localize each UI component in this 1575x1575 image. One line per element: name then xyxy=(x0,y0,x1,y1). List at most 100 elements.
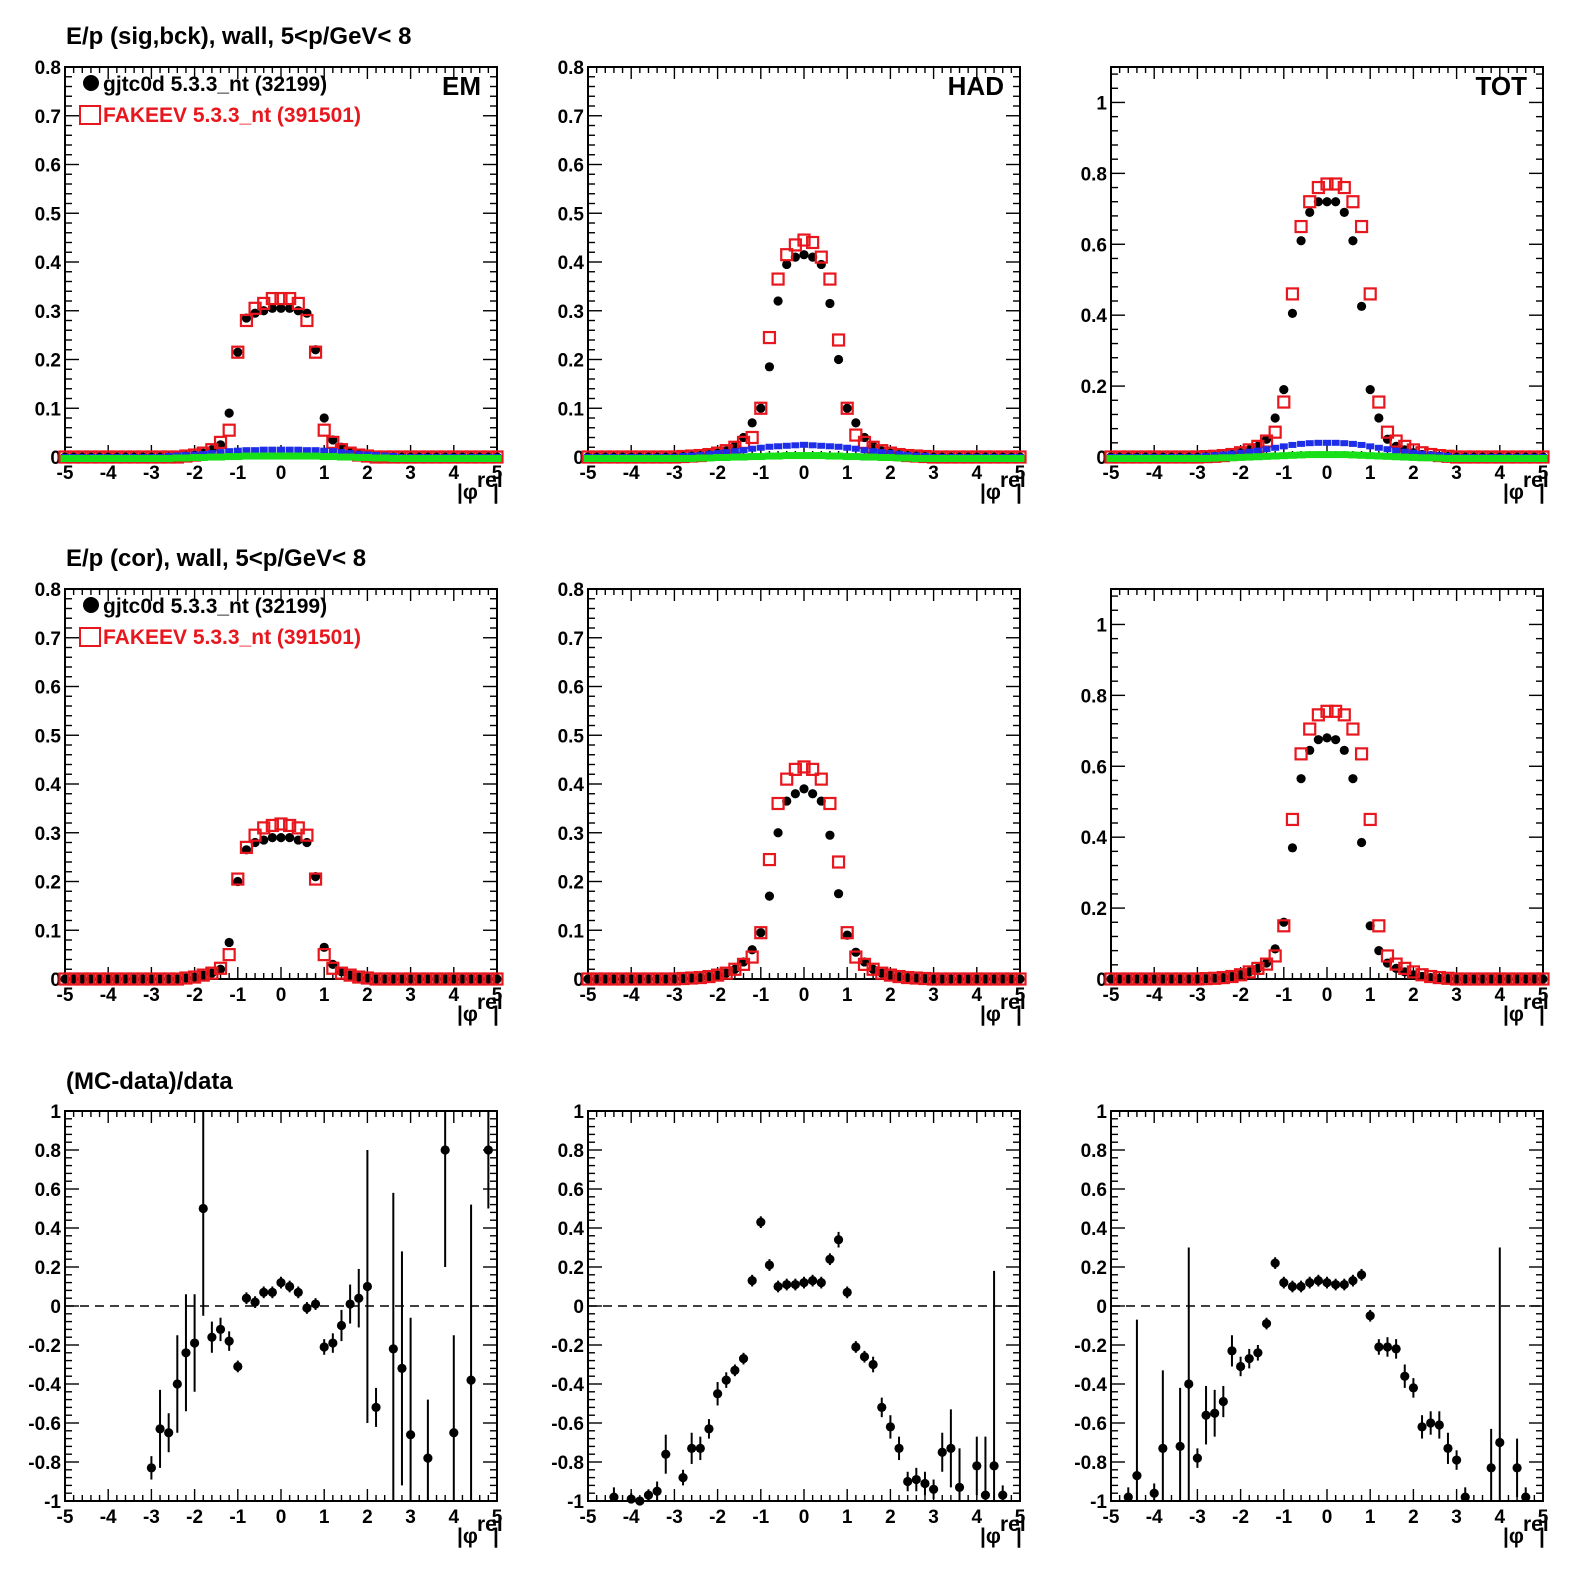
x-tick-label: 4 xyxy=(449,463,460,484)
data-point xyxy=(224,937,234,948)
mc-point xyxy=(429,972,444,986)
x-tick-label: 3 xyxy=(405,1507,416,1528)
background-point xyxy=(328,453,338,461)
panels-group: -5 -4 -3 -2 -1 0 1 2 3 4 5 0 0.1 0.2 0.3 0.4 0.5 0.6 0.7 0.… xyxy=(28,58,1550,1548)
mc-point xyxy=(1311,180,1325,195)
x-axis-label-superscript: rel xyxy=(1523,991,1549,1014)
data-point xyxy=(1434,1420,1444,1430)
background-point xyxy=(259,452,269,460)
y-tick-label: 0.1 xyxy=(558,921,585,942)
background-point xyxy=(678,455,688,462)
y-tick-label: 0.6 xyxy=(35,156,61,177)
data-point xyxy=(207,1332,217,1342)
mc-point xyxy=(823,796,837,811)
background-point xyxy=(730,448,739,455)
panel-cor-HAD: -5 -4 -3 -2 -1 0 1 2 3 4 5 0 0.1 0.2 0.3 0.4 0.5 0.6 0.7 0.… xyxy=(558,580,1027,1026)
data-point xyxy=(1348,1276,1358,1286)
background-point xyxy=(112,455,122,462)
y-tick-label: 0.5 xyxy=(558,204,585,225)
background-point xyxy=(790,452,800,460)
series-mc xyxy=(1104,704,1550,986)
mc-point xyxy=(745,430,759,445)
series-data xyxy=(609,1216,1008,1506)
mc-point xyxy=(814,250,828,264)
x-tick-label: 5 xyxy=(1538,985,1549,1006)
background-point xyxy=(319,453,329,461)
data-point xyxy=(842,1287,852,1297)
background-point xyxy=(1227,450,1236,457)
background-point xyxy=(816,452,826,460)
y-tick-label: 0.6 xyxy=(1081,1180,1107,1201)
background-point xyxy=(285,452,295,460)
data-point xyxy=(626,1494,636,1504)
background-point xyxy=(1495,455,1505,462)
y-tick-label: 0.2 xyxy=(558,873,584,894)
mc-point xyxy=(1130,972,1144,986)
x-tick-label: 2 xyxy=(885,463,896,484)
data-point xyxy=(825,1254,835,1264)
y-tick-label: 0.2 xyxy=(35,873,61,894)
mc-point xyxy=(421,972,435,986)
data-point xyxy=(224,1336,234,1346)
data-point xyxy=(362,1281,372,1292)
data-point xyxy=(224,408,234,418)
data-point xyxy=(259,1287,269,1297)
background-point xyxy=(911,455,921,462)
background-point xyxy=(311,452,321,460)
y-tick-label: 0 xyxy=(50,1297,61,1318)
mc-point xyxy=(780,772,794,786)
data-point xyxy=(1486,1463,1496,1473)
mc-point xyxy=(1354,219,1369,234)
mc-point xyxy=(1475,972,1490,986)
mc-point xyxy=(762,330,777,345)
data-point xyxy=(1296,1281,1306,1292)
mc-point xyxy=(300,828,314,842)
x-tick-label: 4 xyxy=(1495,985,1506,1006)
background-point xyxy=(1383,446,1392,453)
y-tick-label: 0.5 xyxy=(558,726,585,747)
mc-point xyxy=(1199,972,1213,986)
data-point xyxy=(1331,1279,1341,1290)
x-tick-label: -5 xyxy=(580,463,597,484)
series-data xyxy=(146,1111,493,1501)
x-tick-label: -4 xyxy=(100,985,117,1006)
data-point xyxy=(1356,301,1367,311)
background-point xyxy=(843,444,852,451)
background-point xyxy=(1409,449,1418,456)
mc-point xyxy=(1510,972,1524,986)
data-point xyxy=(1253,1348,1263,1358)
data-point xyxy=(808,789,818,799)
background-point xyxy=(1365,452,1375,460)
background-point xyxy=(1015,455,1025,462)
mc-point xyxy=(1294,219,1308,234)
x-tick-label: 0 xyxy=(799,463,810,484)
mc-point xyxy=(1380,949,1395,963)
background-point xyxy=(929,455,939,462)
mc-point xyxy=(1320,704,1334,718)
background-point xyxy=(782,442,791,449)
mc-point xyxy=(317,423,331,437)
x-tick-label: -4 xyxy=(100,1507,117,1528)
background-point xyxy=(138,455,148,462)
background-point xyxy=(1245,448,1254,455)
mc-point xyxy=(1173,972,1187,986)
y-tick-label: 0.8 xyxy=(1081,1141,1107,1162)
mc-point xyxy=(883,968,898,982)
y-tick-label: 0.1 xyxy=(35,399,62,420)
background-point xyxy=(146,455,156,462)
mc-point xyxy=(926,972,941,986)
x-tick-label: -5 xyxy=(1103,1507,1120,1528)
background-point xyxy=(1253,453,1263,461)
background-point xyxy=(1521,455,1531,462)
data-point xyxy=(449,1428,459,1438)
mc-point xyxy=(702,969,716,984)
background-point xyxy=(903,454,913,462)
data-point xyxy=(713,1389,723,1399)
x-tick-label: 5 xyxy=(1015,1507,1026,1528)
x-tick-label: 0 xyxy=(276,463,287,484)
mc-point xyxy=(745,950,759,964)
legend-label-data: gjtc0d 5.3.3_nt (32199) xyxy=(103,73,327,96)
x-tick-label: 5 xyxy=(1538,1507,1549,1528)
background-point xyxy=(609,455,619,462)
